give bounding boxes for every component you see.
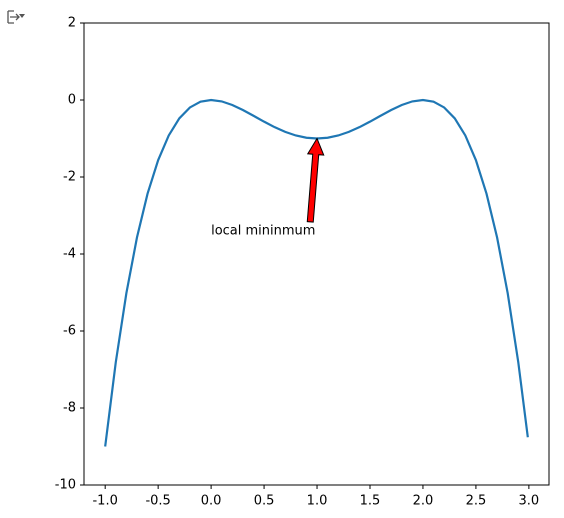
- y-tick-label: 0: [68, 93, 76, 108]
- annotation-arrow: [306, 137, 325, 223]
- x-tick-label: 1.5: [360, 494, 381, 509]
- y-tick-label: -6: [63, 324, 76, 339]
- x-tick-label: 0.0: [201, 494, 222, 509]
- icon-caret: [19, 14, 25, 18]
- annotation-text: local mininmum: [211, 223, 315, 238]
- x-tick-label: -0.5: [145, 494, 170, 509]
- toolbar-icon[interactable]: [7, 10, 25, 24]
- y-tick-label: 2: [68, 16, 76, 31]
- x-tick-label: 0.5: [254, 494, 275, 509]
- y-tick-label: -10: [55, 478, 76, 493]
- plot-frame: [83, 22, 550, 486]
- x-tick-label: 2.0: [413, 494, 434, 509]
- y-tick-label: -4: [63, 247, 76, 262]
- x-tick-label: 1.0: [307, 494, 328, 509]
- y-tick-label: -2: [63, 170, 76, 185]
- x-tick-label: 2.5: [466, 494, 487, 509]
- x-tick-label: 3.0: [519, 494, 540, 509]
- y-tick-label: -8: [63, 401, 76, 416]
- icon-bracket: [7, 10, 14, 24]
- x-tick-label: -1.0: [92, 494, 117, 509]
- icon-arrow: [10, 13, 20, 21]
